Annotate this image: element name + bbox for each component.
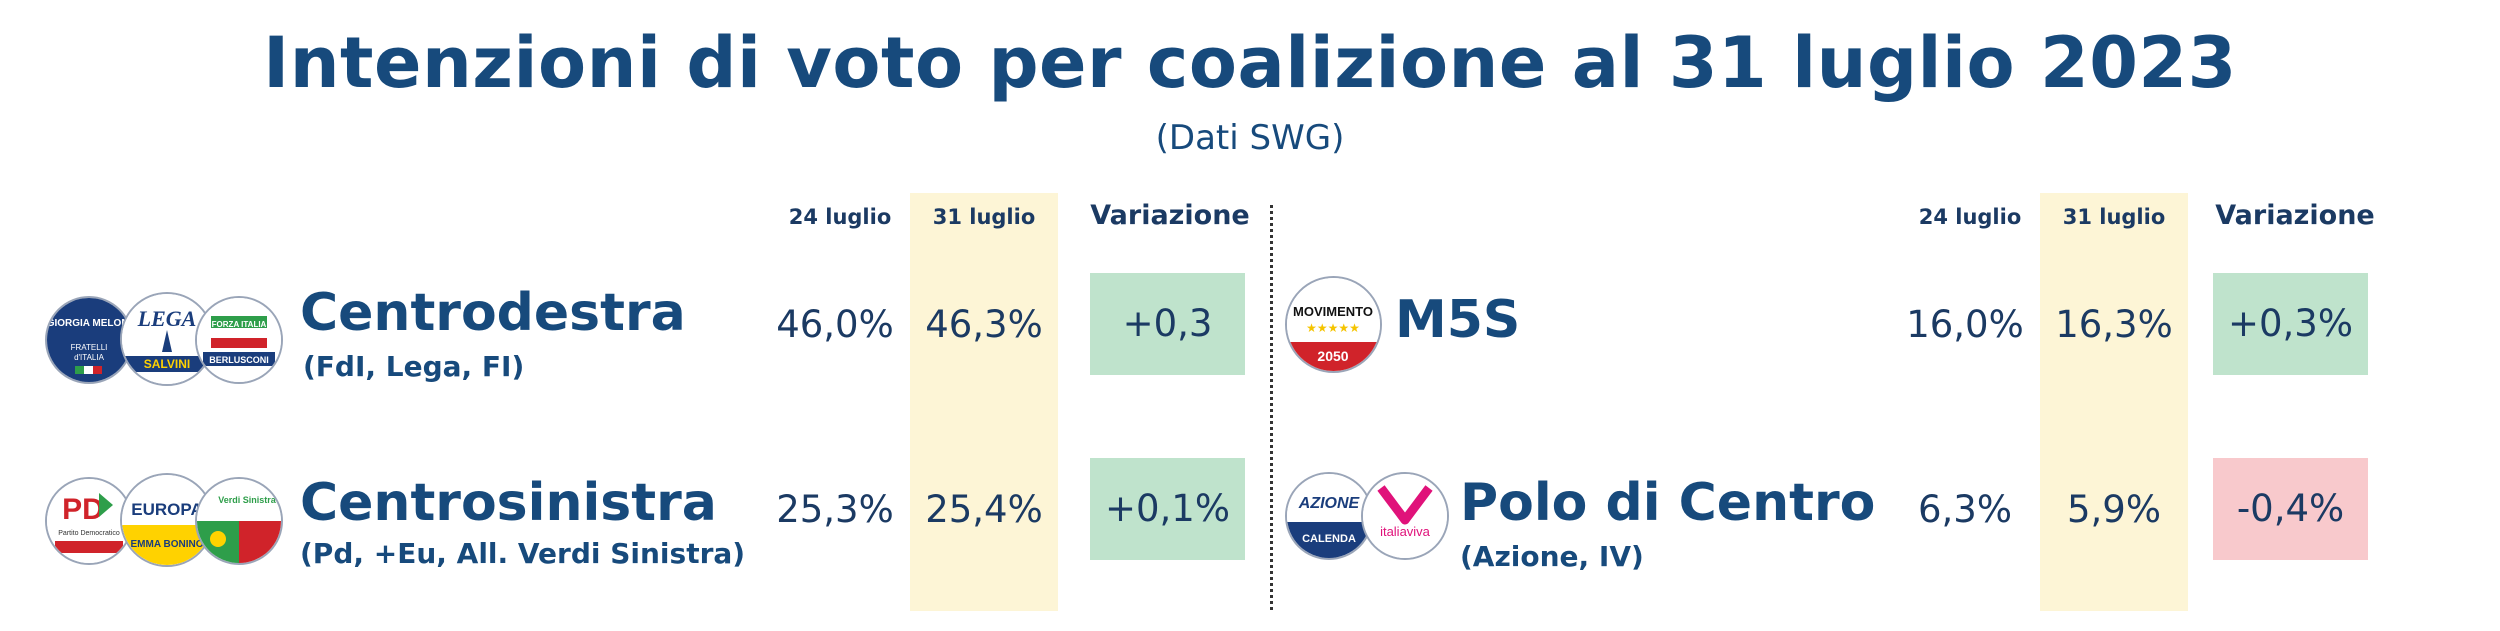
value-prev: 25,3% — [776, 488, 894, 531]
svg-text:FRATELLI: FRATELLI — [71, 343, 108, 352]
header-prev: 24 luglio — [1918, 205, 2022, 229]
berlusconi-logo-text: BERLUSCONI — [209, 355, 269, 365]
party-name: Centrosinistra — [300, 473, 717, 533]
pd-logo: PD Partito Democratico — [45, 477, 133, 565]
party-name: M5S — [1395, 290, 1521, 350]
value-prev: 6,3% — [1918, 488, 2012, 531]
header-change: Variazione — [1090, 200, 1250, 231]
avs-logo: Verdi Sinistra — [195, 477, 283, 565]
value-curr: 25,4% — [925, 488, 1043, 531]
party-detail: (Pd, +Eu, All. Verdi Sinistra) — [300, 537, 746, 570]
party-detail: (FdI, Lega, FI) — [303, 350, 525, 383]
azione-logo-text: AZIONE — [1298, 495, 1361, 512]
value-curr: 16,3% — [2055, 303, 2173, 346]
fi-logo-text: FORZA ITALIA — [212, 320, 267, 329]
chart-title: Intenzioni di voto per coalizione al 31 … — [263, 22, 2237, 104]
value-prev: 46,0% — [776, 303, 894, 346]
m5s-logo-text: MOVIMENTO — [1293, 304, 1373, 319]
chart-subtitle: (Dati SWG) — [1155, 118, 1345, 158]
lega-logo: LEGA SALVINI — [120, 292, 214, 386]
change-cell: +0,3% — [2213, 273, 2368, 375]
change-cell: +0,3 — [1090, 273, 1245, 375]
highlight-column-right — [2040, 193, 2188, 611]
change-cell: -0,4% — [2213, 458, 2368, 560]
m5s-logo: MOVIMENTO ★★★★★ 2050 — [1285, 276, 1382, 373]
logo-group-centrodestra: GIORGIA MELONI FRATELLI d'ITALIA LEGA SA… — [45, 292, 283, 387]
header-change: Variazione — [2215, 200, 2375, 231]
header-prev: 24 luglio — [788, 205, 892, 229]
iv-logo-text: italiaviva — [1380, 524, 1431, 539]
fdi-logo-text: GIORGIA MELONI — [47, 318, 131, 329]
party-detail: (Azione, IV) — [1460, 540, 1644, 573]
highlight-column-left — [910, 193, 1058, 611]
calenda-logo-text: CALENDA — [1302, 533, 1356, 545]
svg-text:Partito Democratico: Partito Democratico — [58, 530, 120, 537]
azione-logo: AZIONE CALENDA — [1285, 472, 1373, 560]
fi-logo: FORZA ITALIA BERLUSCONI — [195, 296, 283, 384]
value-curr: 5,9% — [2067, 488, 2161, 531]
column-divider — [1270, 205, 1273, 610]
party-name: Centrodestra — [300, 283, 686, 343]
lega-logo-text: LEGA — [137, 306, 197, 331]
m5s-year-text: 2050 — [1317, 348, 1348, 364]
fdi-logo: GIORGIA MELONI FRATELLI d'ITALIA — [45, 296, 133, 384]
salvini-logo-text: SALVINI — [144, 357, 190, 371]
europa-logo-text: EUROPA — [131, 500, 202, 519]
logo-group-centrosinistra: PD Partito Democratico EUROPA EMMA BONIN… — [45, 473, 283, 568]
party-name: Polo di Centro — [1460, 473, 1876, 533]
avs-logo-text: Verdi Sinistra — [218, 495, 277, 505]
italiaviva-logo: italiaviva — [1361, 472, 1449, 560]
bonino-logo-text: EMMA BONINO — [131, 539, 204, 550]
pd-logo-text: PD — [62, 493, 104, 526]
value-prev: 16,0% — [1906, 303, 2024, 346]
header-curr: 31 luglio — [2062, 205, 2166, 229]
value-curr: 46,3% — [925, 303, 1043, 346]
logo-group-polo-di-centro: AZIONE CALENDA italiaviva — [1285, 468, 1455, 563]
change-cell: +0,1% — [1090, 458, 1245, 560]
header-curr: 31 luglio — [932, 205, 1036, 229]
svg-text:d'ITALIA: d'ITALIA — [74, 353, 105, 362]
svg-text:★★★★★: ★★★★★ — [1306, 321, 1360, 335]
